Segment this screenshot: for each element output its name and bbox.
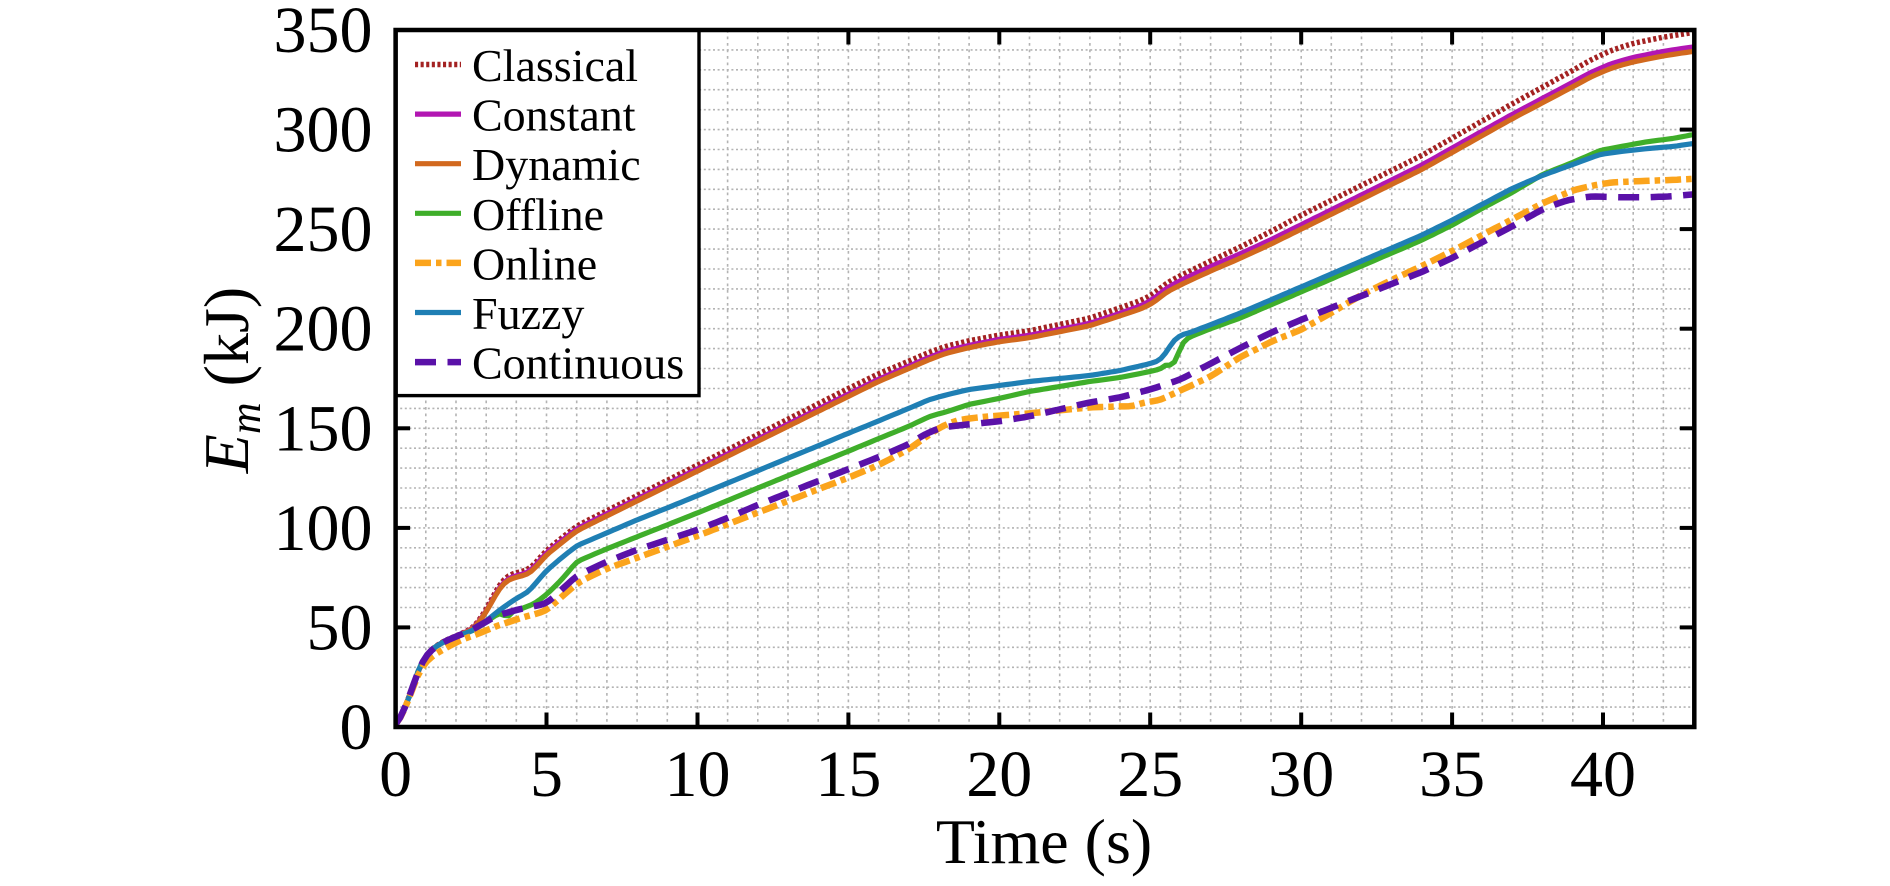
svg-text:Online: Online [472, 238, 597, 289]
svg-text:300: 300 [274, 94, 373, 167]
svg-text:Continuous: Continuous [472, 338, 684, 389]
svg-text:30: 30 [1268, 738, 1334, 811]
svg-text:35: 35 [1419, 738, 1485, 811]
svg-text:15: 15 [815, 738, 881, 811]
svg-text:20: 20 [966, 738, 1032, 811]
svg-text:10: 10 [665, 738, 731, 811]
svg-text:Constant: Constant [472, 90, 636, 141]
svg-text:Time (s): Time (s) [936, 806, 1152, 877]
svg-text:Em (kJ): Em (kJ) [191, 287, 270, 474]
svg-text:Classical: Classical [472, 40, 638, 91]
svg-text:Dynamic: Dynamic [472, 139, 641, 190]
svg-text:5: 5 [530, 738, 563, 811]
svg-text:150: 150 [274, 392, 373, 465]
svg-text:350: 350 [274, 0, 373, 67]
svg-text:Fuzzy: Fuzzy [472, 288, 584, 339]
svg-text:100: 100 [274, 492, 373, 565]
svg-text:Offline: Offline [472, 189, 604, 240]
svg-text:50: 50 [307, 591, 373, 664]
svg-text:40: 40 [1570, 738, 1636, 811]
svg-text:0: 0 [379, 738, 412, 811]
svg-text:200: 200 [274, 293, 373, 366]
svg-text:250: 250 [274, 193, 373, 266]
svg-text:25: 25 [1117, 738, 1183, 811]
svg-text:0: 0 [340, 691, 373, 764]
